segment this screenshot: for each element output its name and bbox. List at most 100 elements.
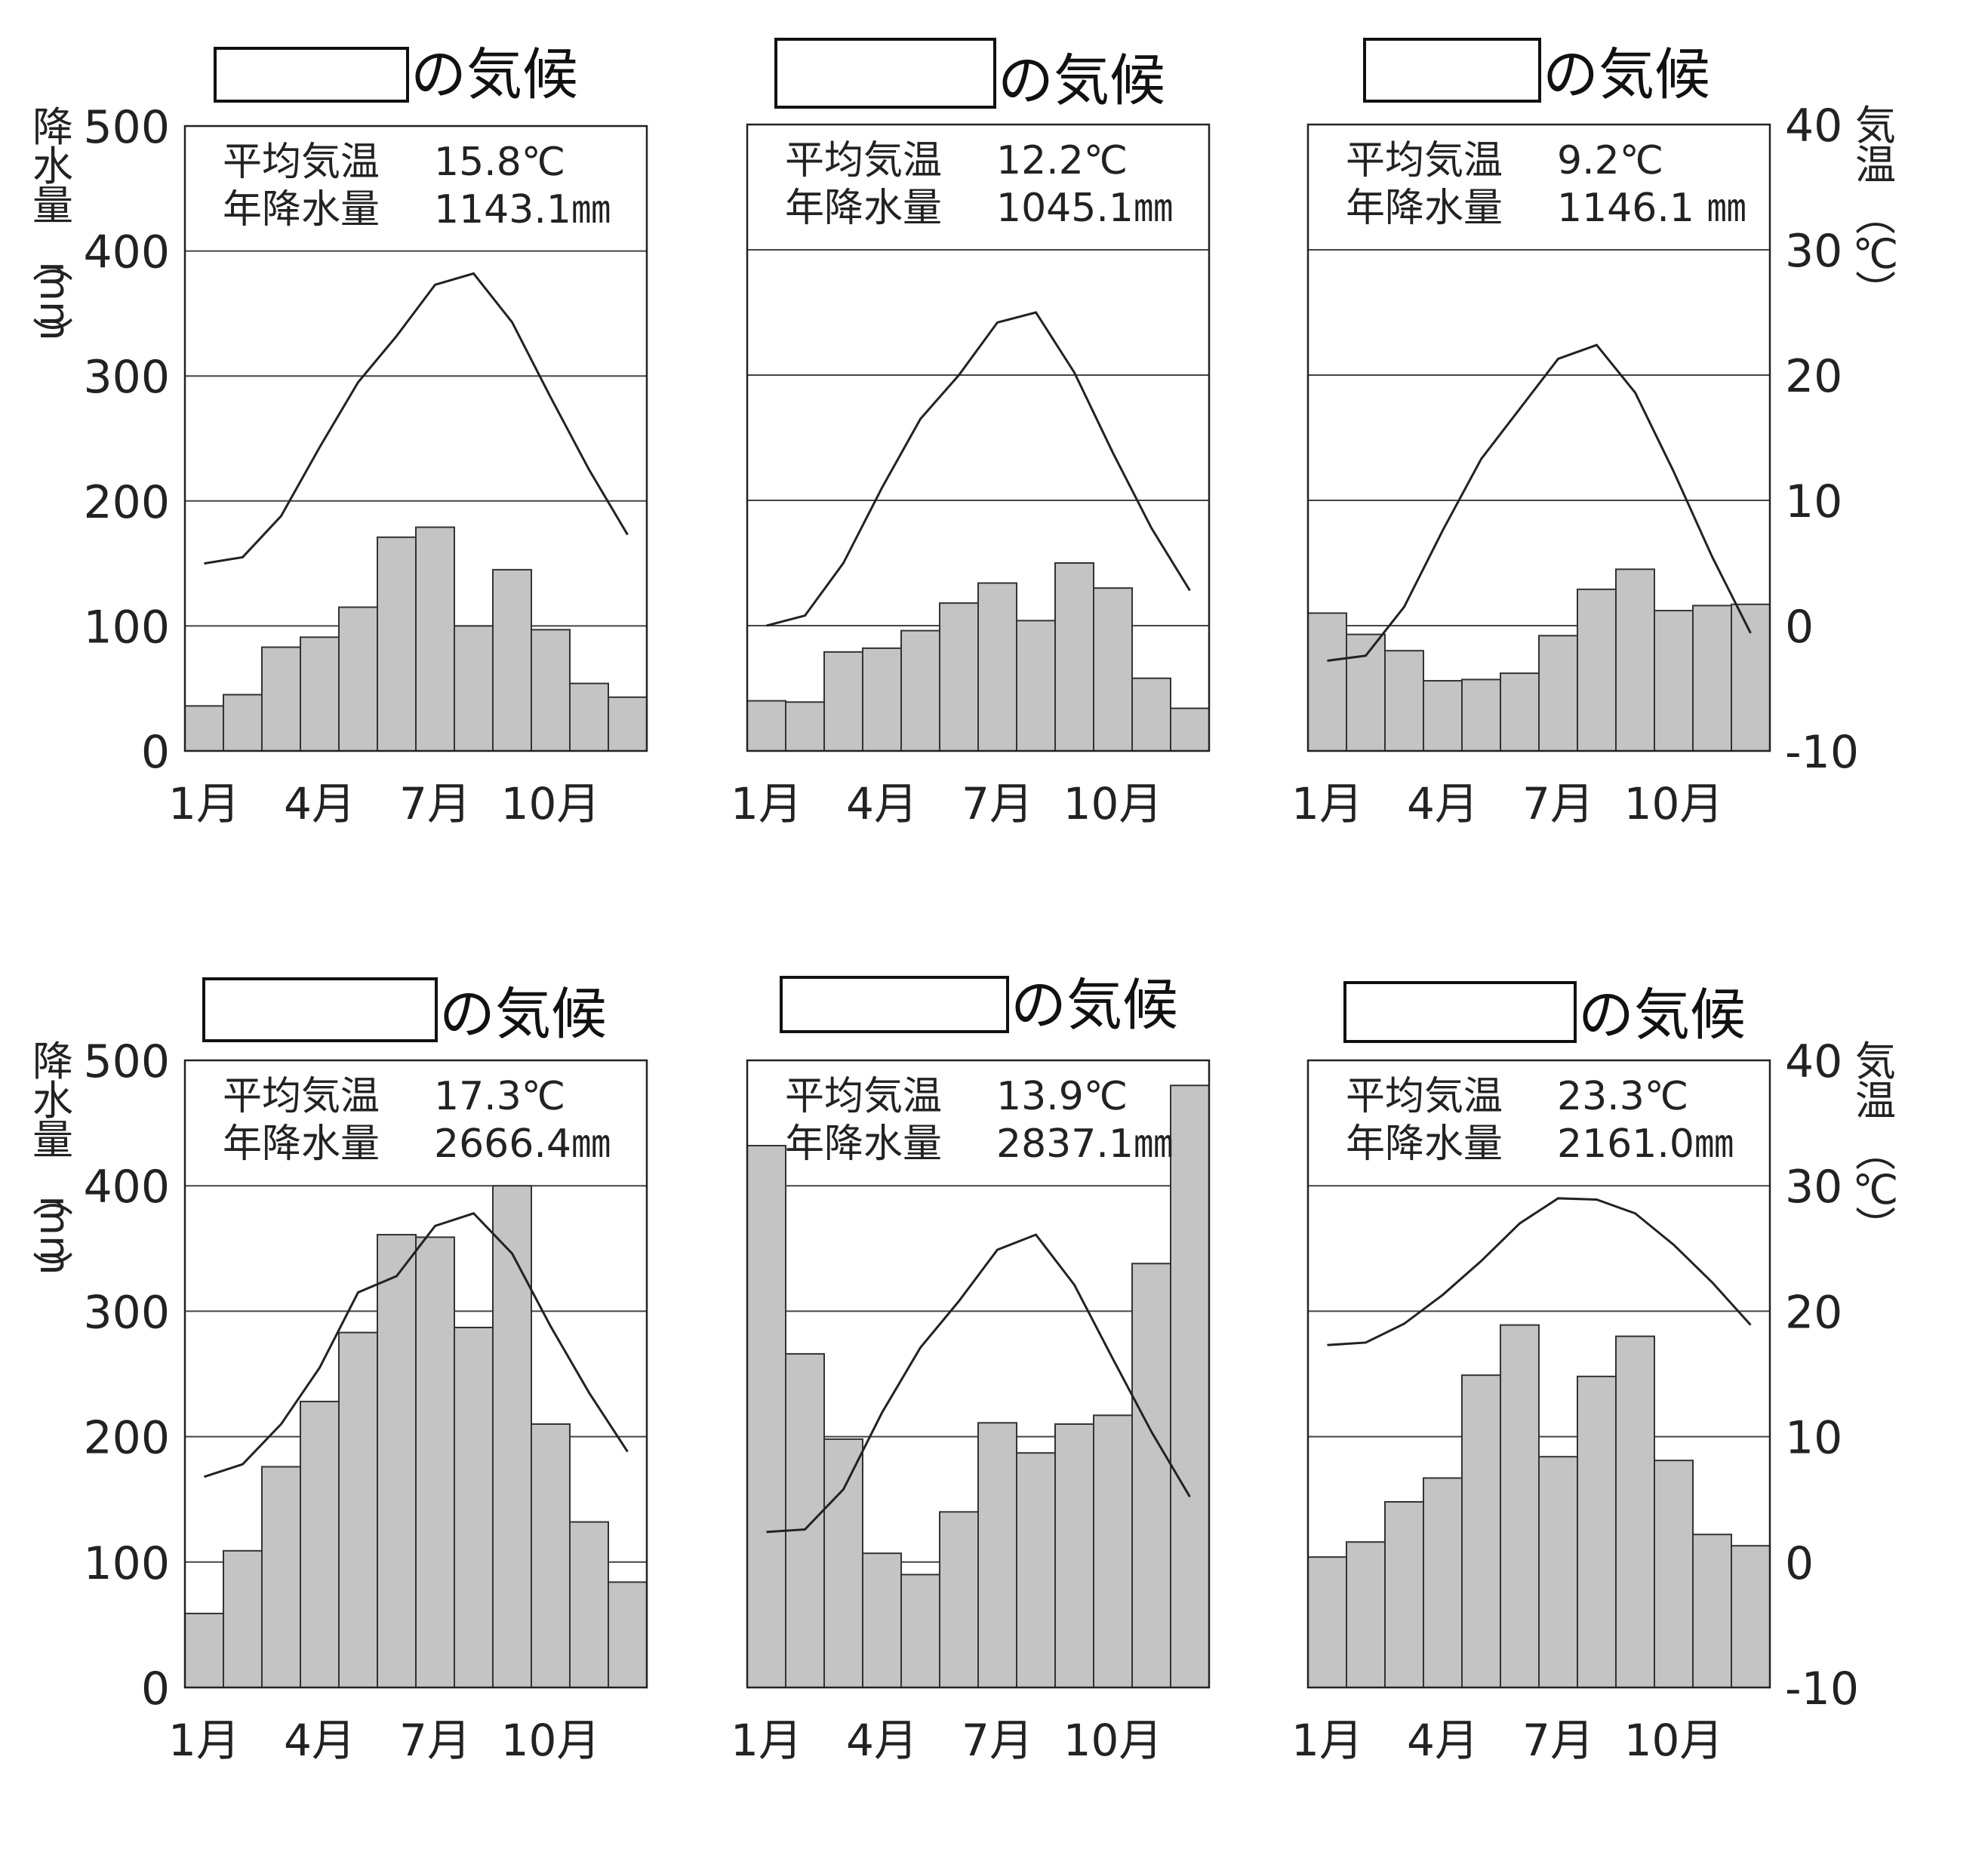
- stat-precip-value: 1143.1㎜: [434, 187, 611, 232]
- precip-bar: [1538, 635, 1578, 752]
- temp-axis-paren: ︵: [1855, 192, 1896, 240]
- stat-precip-value: 2666.4㎜: [434, 1121, 611, 1167]
- precip-tick-label: 200: [83, 1412, 170, 1465]
- stat-temp-value: 15.8℃: [434, 140, 565, 185]
- precip-bar: [608, 1581, 648, 1689]
- month-tick-label: 4月: [284, 1715, 355, 1766]
- temp-tick-label: 0: [1785, 1537, 1814, 1590]
- month-tick-label: 10月: [1063, 1715, 1163, 1766]
- month-tick-label: 1月: [1291, 778, 1363, 829]
- precip-tick-label: 0: [141, 726, 170, 779]
- precip-tick-label: 400: [83, 226, 170, 279]
- precip-tick-label: 400: [83, 1161, 170, 1214]
- precip-bar: [785, 1352, 825, 1688]
- chart-title-suffix: の気候: [1578, 983, 1746, 1048]
- stat-temp-value: 9.2℃: [1557, 138, 1663, 183]
- month-tick-label: 4月: [1407, 1715, 1479, 1766]
- precip-bar: [184, 705, 224, 752]
- precip-bar: [184, 1612, 224, 1688]
- title-answer-box: [1363, 38, 1541, 103]
- title-answer-box: [202, 977, 438, 1042]
- temperature-line: [204, 1212, 629, 1478]
- month-tick-label: 1月: [168, 1715, 240, 1766]
- temp-axis-paren: ︶: [1855, 1204, 1896, 1251]
- temp-axis-paren: ︵: [1855, 1128, 1896, 1176]
- month-tick-label: 1月: [1291, 1715, 1363, 1766]
- precip-bar: [862, 1552, 902, 1689]
- chart-title-suffix: の気候: [411, 42, 578, 107]
- stat-temp-label: 平均気温: [223, 1074, 380, 1119]
- plot-frame: [183, 125, 648, 752]
- temp-tick-label: 20: [1785, 350, 1842, 403]
- precip-bar: [300, 1401, 340, 1688]
- temp-axis-unit: ℃: [1853, 230, 1899, 278]
- precip-axis-paren: ︶: [32, 315, 73, 362]
- stat-temp-value: 17.3℃: [434, 1074, 565, 1119]
- precip-bar: [1461, 678, 1501, 752]
- precip-bar: [823, 651, 863, 752]
- chart-title-suffix: の気候: [998, 48, 1165, 113]
- plot-frame: [746, 123, 1211, 752]
- precip-bar: [1016, 620, 1056, 752]
- precip-bar: [939, 1511, 979, 1688]
- precip-bar: [746, 700, 786, 752]
- stat-precip-label: 年降水量: [223, 1121, 380, 1167]
- precip-axis-label: 降: [32, 103, 73, 151]
- stat-temp-label: 平均気温: [223, 140, 380, 185]
- plot-frame: [1306, 123, 1771, 752]
- precip-bar: [415, 1236, 455, 1689]
- precip-bar: [1170, 1084, 1210, 1688]
- precip-bar: [492, 568, 532, 752]
- precip-bar: [531, 1423, 571, 1688]
- temp-tick-label: 30: [1785, 225, 1842, 278]
- precip-bar: [569, 682, 609, 752]
- precip-bar: [1131, 677, 1171, 752]
- temp-axis-label: 気: [1855, 1038, 1896, 1085]
- month-tick-label: 4月: [846, 1715, 918, 1766]
- precip-bar: [1384, 1501, 1424, 1689]
- precip-bar: [977, 582, 1017, 752]
- precip-axis-label: 水: [32, 1077, 73, 1124]
- stat-precip-label: 年降水量: [1346, 1121, 1503, 1167]
- precip-bar: [1615, 1335, 1655, 1688]
- precip-bar: [1170, 707, 1210, 752]
- plot-frame: [746, 1059, 1211, 1689]
- month-tick-label: 7月: [399, 1715, 471, 1766]
- month-tick-label: 10月: [1624, 778, 1724, 829]
- plot-frame: [183, 1059, 648, 1689]
- precip-bar: [1093, 587, 1133, 752]
- temperature-line: [766, 1233, 1191, 1534]
- precip-bar: [1538, 1456, 1578, 1689]
- precip-bar: [1016, 1452, 1056, 1689]
- precip-bar: [531, 629, 571, 752]
- precip-bar: [977, 1422, 1017, 1688]
- precip-tick-label: 300: [83, 351, 170, 404]
- precip-bar: [223, 694, 263, 752]
- temp-axis-paren: ︶: [1855, 268, 1896, 315]
- title-answer-box: [214, 47, 409, 103]
- precip-bar: [1054, 1423, 1094, 1688]
- precip-bar: [1423, 680, 1463, 752]
- precip-bar: [608, 696, 648, 752]
- month-tick-label: 7月: [1522, 1715, 1594, 1766]
- temp-tick-label: -10: [1785, 726, 1859, 779]
- temp-axis-label: 温: [1855, 1077, 1896, 1124]
- precip-bar: [300, 636, 340, 752]
- precip-bar: [1384, 650, 1424, 752]
- month-tick-label: 10月: [1063, 778, 1163, 829]
- precip-axis-paren: ︵: [32, 1174, 73, 1221]
- precip-bar: [900, 629, 940, 752]
- temperature-line: [766, 311, 1191, 627]
- precip-bar: [1346, 633, 1386, 752]
- stat-precip-value: 2161.0㎜: [1557, 1121, 1734, 1167]
- precip-bar: [569, 1521, 609, 1688]
- temp-tick-label: 20: [1785, 1286, 1842, 1339]
- precip-bar: [1093, 1414, 1133, 1688]
- precip-bar: [900, 1574, 940, 1688]
- precip-axis-paren: ︵: [32, 239, 73, 287]
- temp-tick-label: -10: [1785, 1663, 1859, 1715]
- temp-tick-label: 30: [1785, 1161, 1842, 1214]
